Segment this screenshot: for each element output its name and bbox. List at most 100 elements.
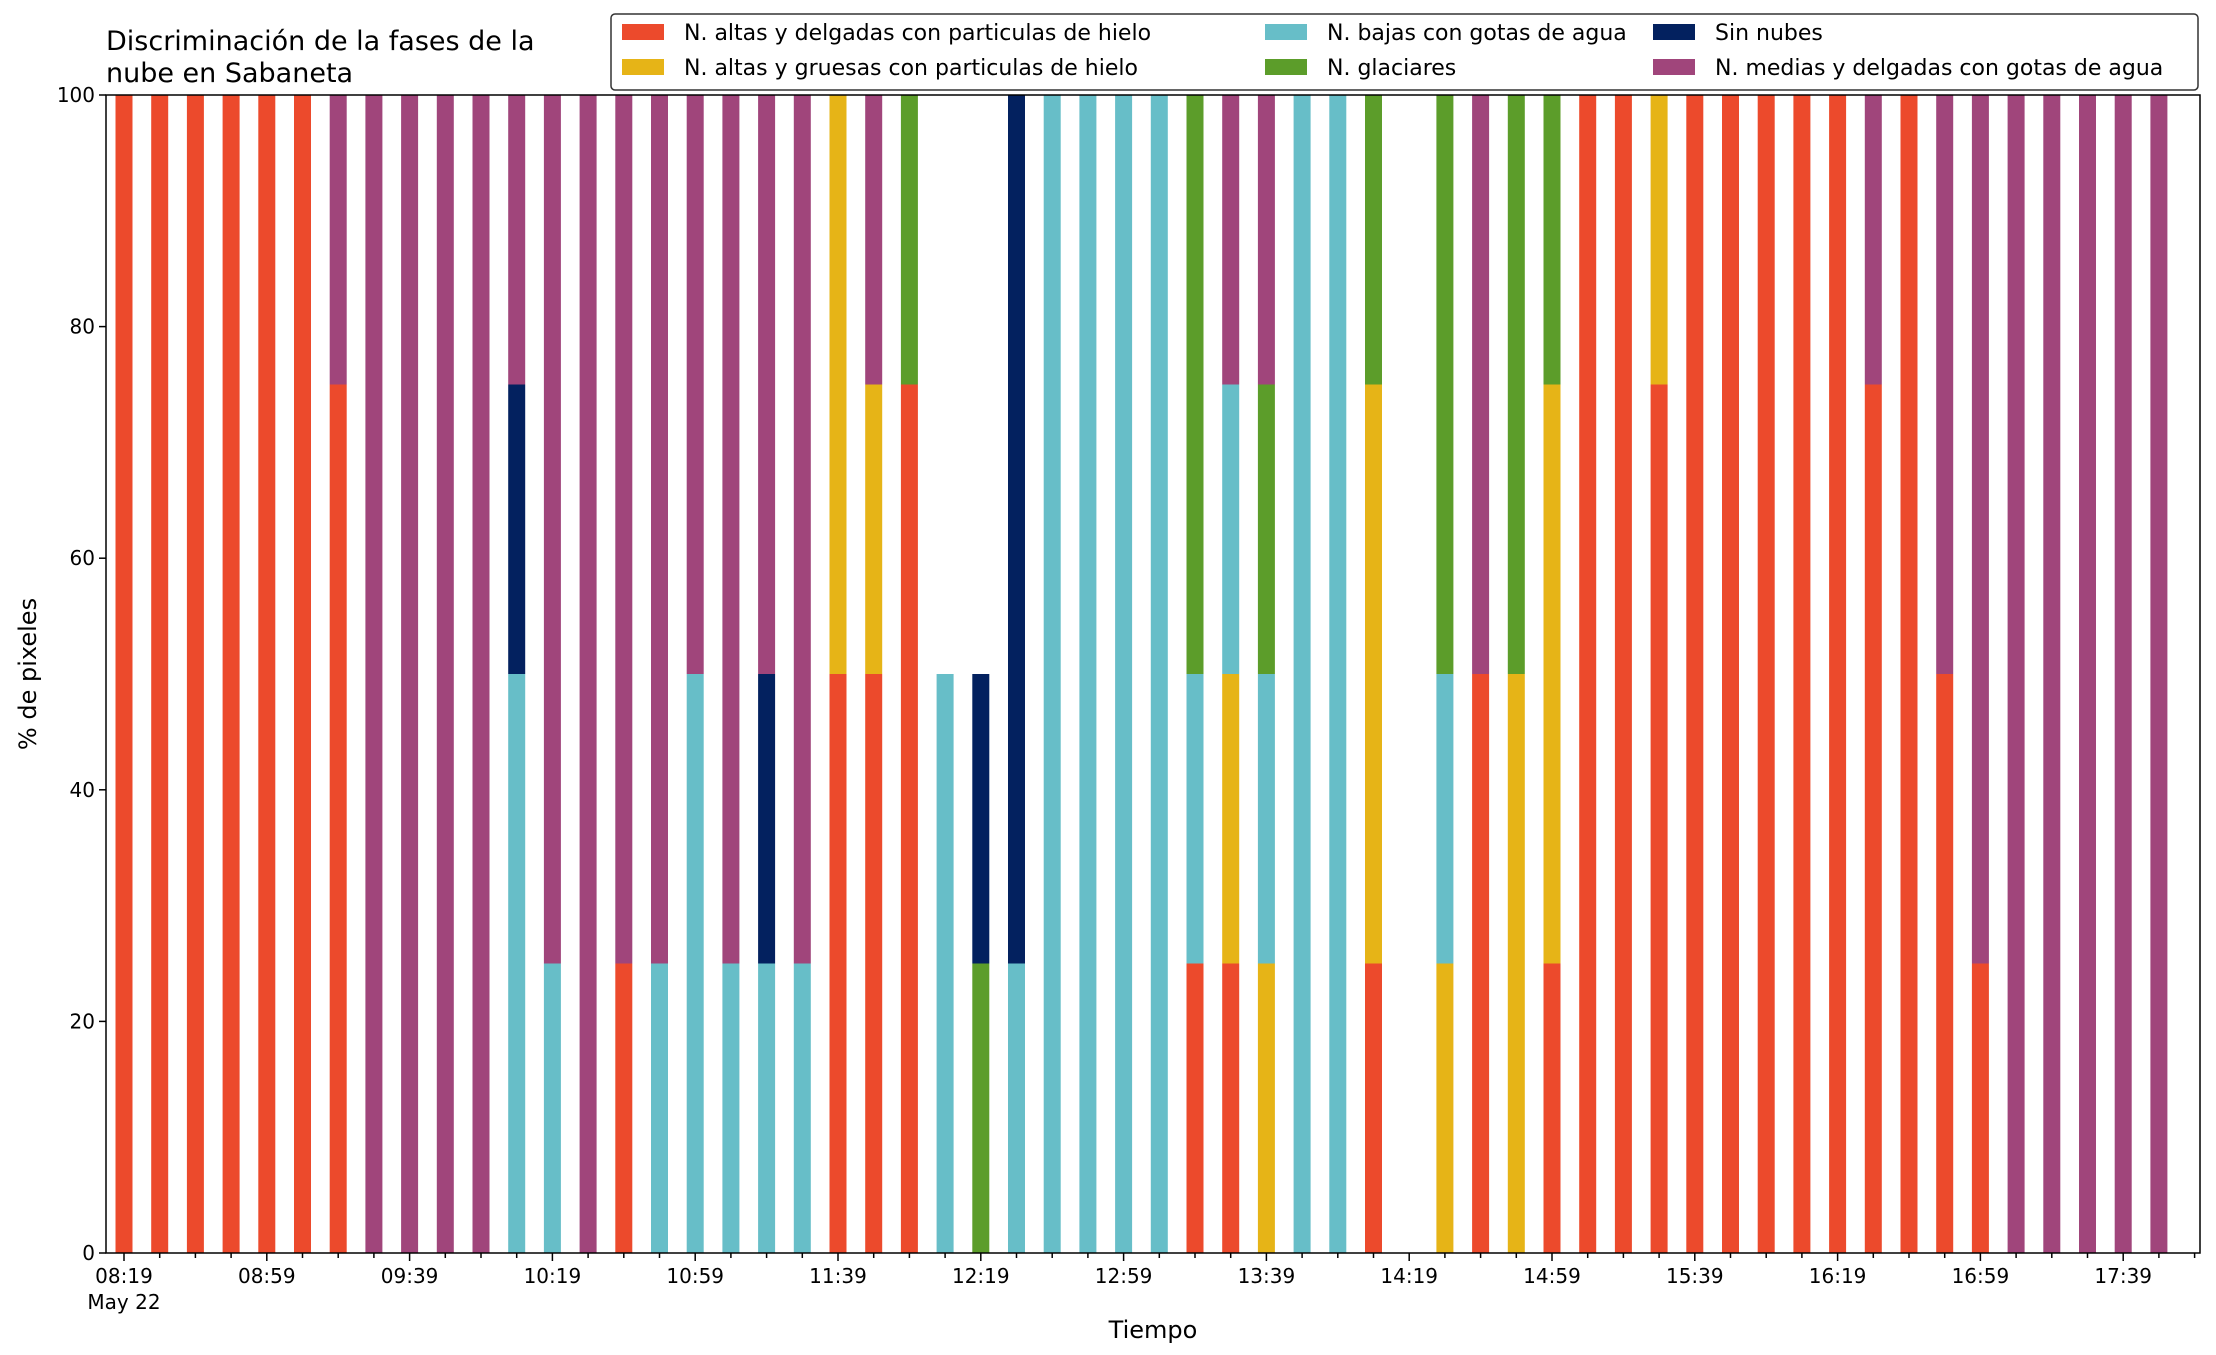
y-tick-label: 100	[57, 83, 95, 107]
bar-segment	[1864, 95, 1882, 385]
y-tick-label: 0	[82, 1241, 95, 1265]
bar-segment	[1650, 384, 1668, 1253]
bar-segment	[115, 95, 133, 1253]
bar-segment	[401, 95, 419, 1253]
bar-segment	[1650, 95, 1668, 385]
bar-segment	[1436, 95, 1454, 674]
bar-segment	[1186, 674, 1204, 964]
legend-entry: N. glaciares	[1327, 56, 1456, 81]
bar-segment	[329, 95, 347, 385]
x-tick-label: 08:59	[238, 1264, 296, 1288]
bar-segment	[1079, 95, 1097, 1253]
bar-segment	[829, 95, 847, 674]
legend-swatch	[1265, 59, 1307, 75]
bar-segment	[900, 384, 918, 1253]
x-tick-label: 13:39	[1238, 1264, 1296, 1288]
bar-segment	[1257, 95, 1275, 385]
bar-segment	[1829, 95, 1847, 1253]
bar-segment	[900, 95, 918, 385]
bar-segment	[543, 95, 561, 964]
bar-segment	[1722, 95, 1739, 1253]
bar-segment	[436, 95, 454, 1253]
bar-segment	[222, 95, 240, 1253]
bar-segment	[186, 95, 204, 1253]
x-tick-label: 10:59	[666, 1264, 724, 1288]
plot-frame	[105, 94, 2201, 1254]
y-tick-label: 20	[70, 1009, 95, 1033]
y-tick-label: 40	[70, 778, 95, 802]
legend-entry: N. bajas con gotas de agua	[1327, 21, 1627, 46]
y-axis-label: % de pixeles	[14, 598, 42, 750]
bar-segment	[793, 963, 811, 1253]
bar-segment	[1436, 963, 1454, 1253]
x-axis: 08:19 08:59 09:39 10:19 10:59 11:39 12:19 12:59…	[87, 1253, 2196, 1314]
bar-segment	[1329, 95, 1347, 1253]
bar-segment	[1222, 674, 1240, 964]
x-tick-label: 12:19	[952, 1264, 1010, 1288]
bar-segment	[1365, 95, 1382, 385]
chart-title-line-1: Discriminación de la fases de la	[106, 26, 535, 57]
bar-segment	[1008, 963, 1025, 1253]
bar-segment	[1150, 95, 1168, 1253]
bar-segment	[1365, 384, 1382, 964]
y-tick-label: 60	[70, 546, 95, 570]
bar-segment	[865, 674, 883, 1253]
bar-segment	[1757, 95, 1775, 1253]
bar-segment	[329, 384, 347, 1253]
x-tick-label: 16:59	[1952, 1264, 2010, 1288]
bar-segment	[722, 95, 740, 964]
bar-segment	[758, 95, 776, 674]
bar-area	[115, 95, 2168, 1253]
bar-segment	[1115, 95, 1133, 1253]
x-tick-label: 12:59	[1095, 1264, 1153, 1288]
bar-segment	[508, 674, 526, 1253]
bar-segment	[1864, 384, 1882, 1253]
bar-segment	[829, 674, 847, 1253]
legend-swatch	[1653, 24, 1695, 40]
x-tick-label: 14:19	[1380, 1264, 1438, 1288]
bar-segment	[972, 674, 990, 964]
bar-segment	[1257, 963, 1275, 1253]
bar-segment	[1971, 963, 1989, 1253]
y-tick-label: 80	[70, 315, 95, 339]
bar-segment	[1186, 963, 1204, 1253]
bar-segment	[1614, 95, 1632, 1253]
bar-segment	[258, 95, 276, 1253]
x-tick-label: 15:39	[1666, 1264, 1724, 1288]
y-axis: 0 20 40 60 80 100	[57, 83, 106, 1265]
bar-segment	[1793, 95, 1811, 1253]
x-tick-label: 08:19	[95, 1264, 153, 1288]
x-tick-label: 10:19	[524, 1264, 582, 1288]
legend-swatch	[1653, 59, 1695, 75]
bar-segment	[758, 674, 776, 964]
x-axis-label: Tiempo	[1108, 1316, 1198, 1344]
bar-segment	[1472, 674, 1490, 1253]
bar-segment	[1222, 384, 1240, 674]
bar-segment	[972, 963, 990, 1253]
bar-segment	[294, 95, 311, 1253]
bar-segment	[865, 95, 883, 385]
bar-segment	[2114, 95, 2132, 1253]
bar-segment	[1222, 95, 1240, 385]
bar-segment	[1186, 95, 1204, 674]
bar-segment	[1579, 95, 1597, 1253]
chart-title-line-2: nube en Sabaneta	[106, 58, 353, 89]
bar-segment	[151, 95, 169, 1253]
bar-segment	[2079, 95, 2096, 1253]
bar-segment	[508, 384, 526, 674]
bar-segment	[1043, 95, 1061, 1253]
bar-segment	[1543, 95, 1561, 385]
legend-entry: N. medias y delgadas con gotas de agua	[1715, 56, 2163, 81]
bar-segment	[936, 674, 954, 1253]
bar-segment	[1472, 95, 1490, 674]
legend-swatch	[1265, 24, 1307, 40]
bar-segment	[793, 95, 811, 964]
bar-segment	[1257, 384, 1275, 674]
x-tick-label: 14:59	[1523, 1264, 1581, 1288]
x-tick-label: 09:39	[381, 1264, 439, 1288]
bar-segment	[722, 963, 740, 1253]
bar-segment	[651, 95, 668, 964]
bar-segment	[1971, 95, 1989, 964]
bar-segment	[1365, 963, 1382, 1253]
